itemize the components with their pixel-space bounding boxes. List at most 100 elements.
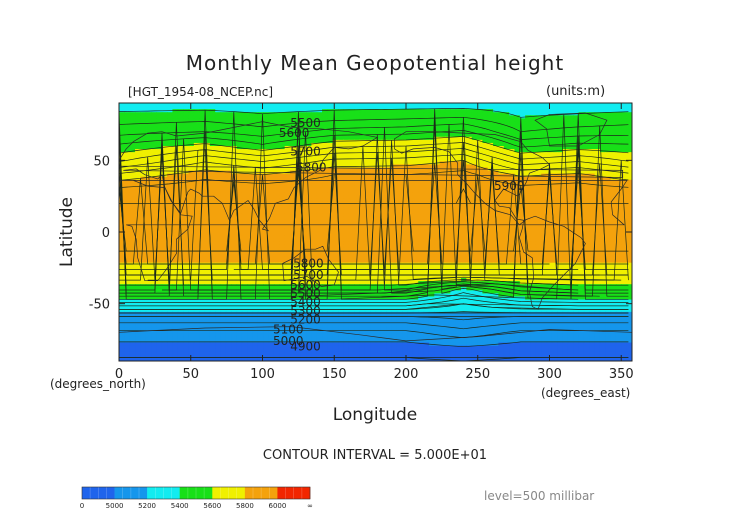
field-cell — [343, 146, 350, 150]
field-cell — [626, 225, 632, 230]
field-cell — [530, 195, 537, 199]
field-cell — [306, 103, 312, 107]
field-cell — [231, 235, 238, 239]
field-cell — [257, 115, 264, 119]
field-cell — [626, 179, 632, 184]
field-cell — [284, 112, 291, 116]
field-cell — [423, 167, 430, 172]
field-cell — [562, 241, 569, 245]
field-cell — [482, 204, 489, 209]
field-cell — [161, 112, 168, 116]
field-cell — [215, 238, 222, 242]
field-cell — [257, 225, 264, 230]
field-cell — [338, 213, 345, 218]
field-cell — [359, 106, 366, 110]
field-cell — [412, 210, 419, 215]
field-cell — [364, 185, 371, 190]
field-cell — [177, 149, 184, 153]
field-cell — [273, 244, 280, 248]
field-cell — [273, 118, 280, 123]
field-cell — [493, 158, 499, 162]
field-cell — [541, 228, 548, 233]
field-cell — [562, 192, 569, 196]
field-cell — [391, 130, 398, 135]
field-cell — [621, 228, 628, 233]
field-cell — [407, 142, 414, 147]
field-cell — [541, 232, 548, 236]
field-cell — [364, 192, 371, 196]
field-cell — [129, 185, 136, 190]
field-cell — [338, 259, 345, 264]
field-cell — [525, 176, 532, 181]
field-cell — [273, 149, 280, 153]
field-cell — [498, 106, 505, 110]
field-cell — [530, 225, 537, 230]
field-cell — [530, 213, 537, 218]
field-cell — [167, 146, 174, 150]
field-cell — [471, 142, 478, 147]
field-cell — [509, 185, 516, 190]
field-cell — [434, 207, 441, 212]
field-cell — [316, 207, 323, 212]
field-cell — [183, 241, 190, 245]
field-cell — [493, 155, 499, 159]
field-cell — [551, 256, 558, 261]
field-cell — [364, 204, 371, 209]
field-cell — [156, 167, 163, 172]
field-cell — [151, 253, 157, 258]
field-cell — [509, 250, 516, 255]
field-cell — [151, 106, 157, 110]
field-cell — [124, 195, 131, 199]
field-cell — [183, 232, 190, 236]
field-cell — [370, 210, 377, 215]
field-cell — [348, 207, 355, 212]
field-cell — [621, 195, 628, 199]
field-cell — [338, 124, 345, 129]
field-cell — [231, 213, 238, 218]
field-cell — [252, 130, 259, 135]
field-cell — [503, 213, 510, 218]
field-cell — [295, 244, 302, 248]
field-cell — [167, 112, 174, 116]
field-cell — [380, 207, 387, 212]
field-cell — [284, 232, 291, 236]
field-cell — [338, 139, 345, 144]
field-cell — [279, 176, 286, 181]
field-cell — [247, 259, 254, 264]
field-cell — [530, 232, 537, 236]
field-cell — [273, 192, 280, 196]
field-cell — [439, 149, 446, 153]
field-cell — [252, 112, 259, 116]
field-cell — [364, 142, 371, 147]
field-cell — [354, 121, 361, 126]
field-cell — [535, 133, 542, 138]
field-cell — [418, 198, 425, 202]
field-cell — [252, 207, 259, 212]
field-cell — [444, 253, 451, 258]
field-cell — [199, 136, 206, 141]
field-cell — [199, 219, 206, 224]
field-cell — [450, 118, 457, 123]
field-cell — [348, 182, 355, 187]
field-cell — [493, 118, 499, 123]
field-cell — [503, 161, 510, 166]
field-cell — [290, 149, 296, 153]
field-cell — [119, 133, 125, 138]
field-cell — [605, 182, 612, 187]
field-cell — [493, 179, 499, 184]
field-cell — [257, 164, 264, 169]
field-cell — [135, 192, 141, 196]
field-cell — [610, 244, 617, 248]
field-cell — [514, 225, 521, 230]
field-cell — [583, 232, 590, 236]
field-cell — [231, 142, 238, 147]
field-cell — [551, 259, 558, 264]
field-cell — [514, 106, 521, 110]
field-cell — [284, 149, 291, 153]
field-cell — [348, 216, 355, 221]
field-cell — [493, 133, 499, 138]
field-cell — [209, 198, 216, 202]
field-cell — [247, 115, 254, 119]
field-cell — [530, 250, 537, 255]
field-cell — [322, 155, 328, 159]
